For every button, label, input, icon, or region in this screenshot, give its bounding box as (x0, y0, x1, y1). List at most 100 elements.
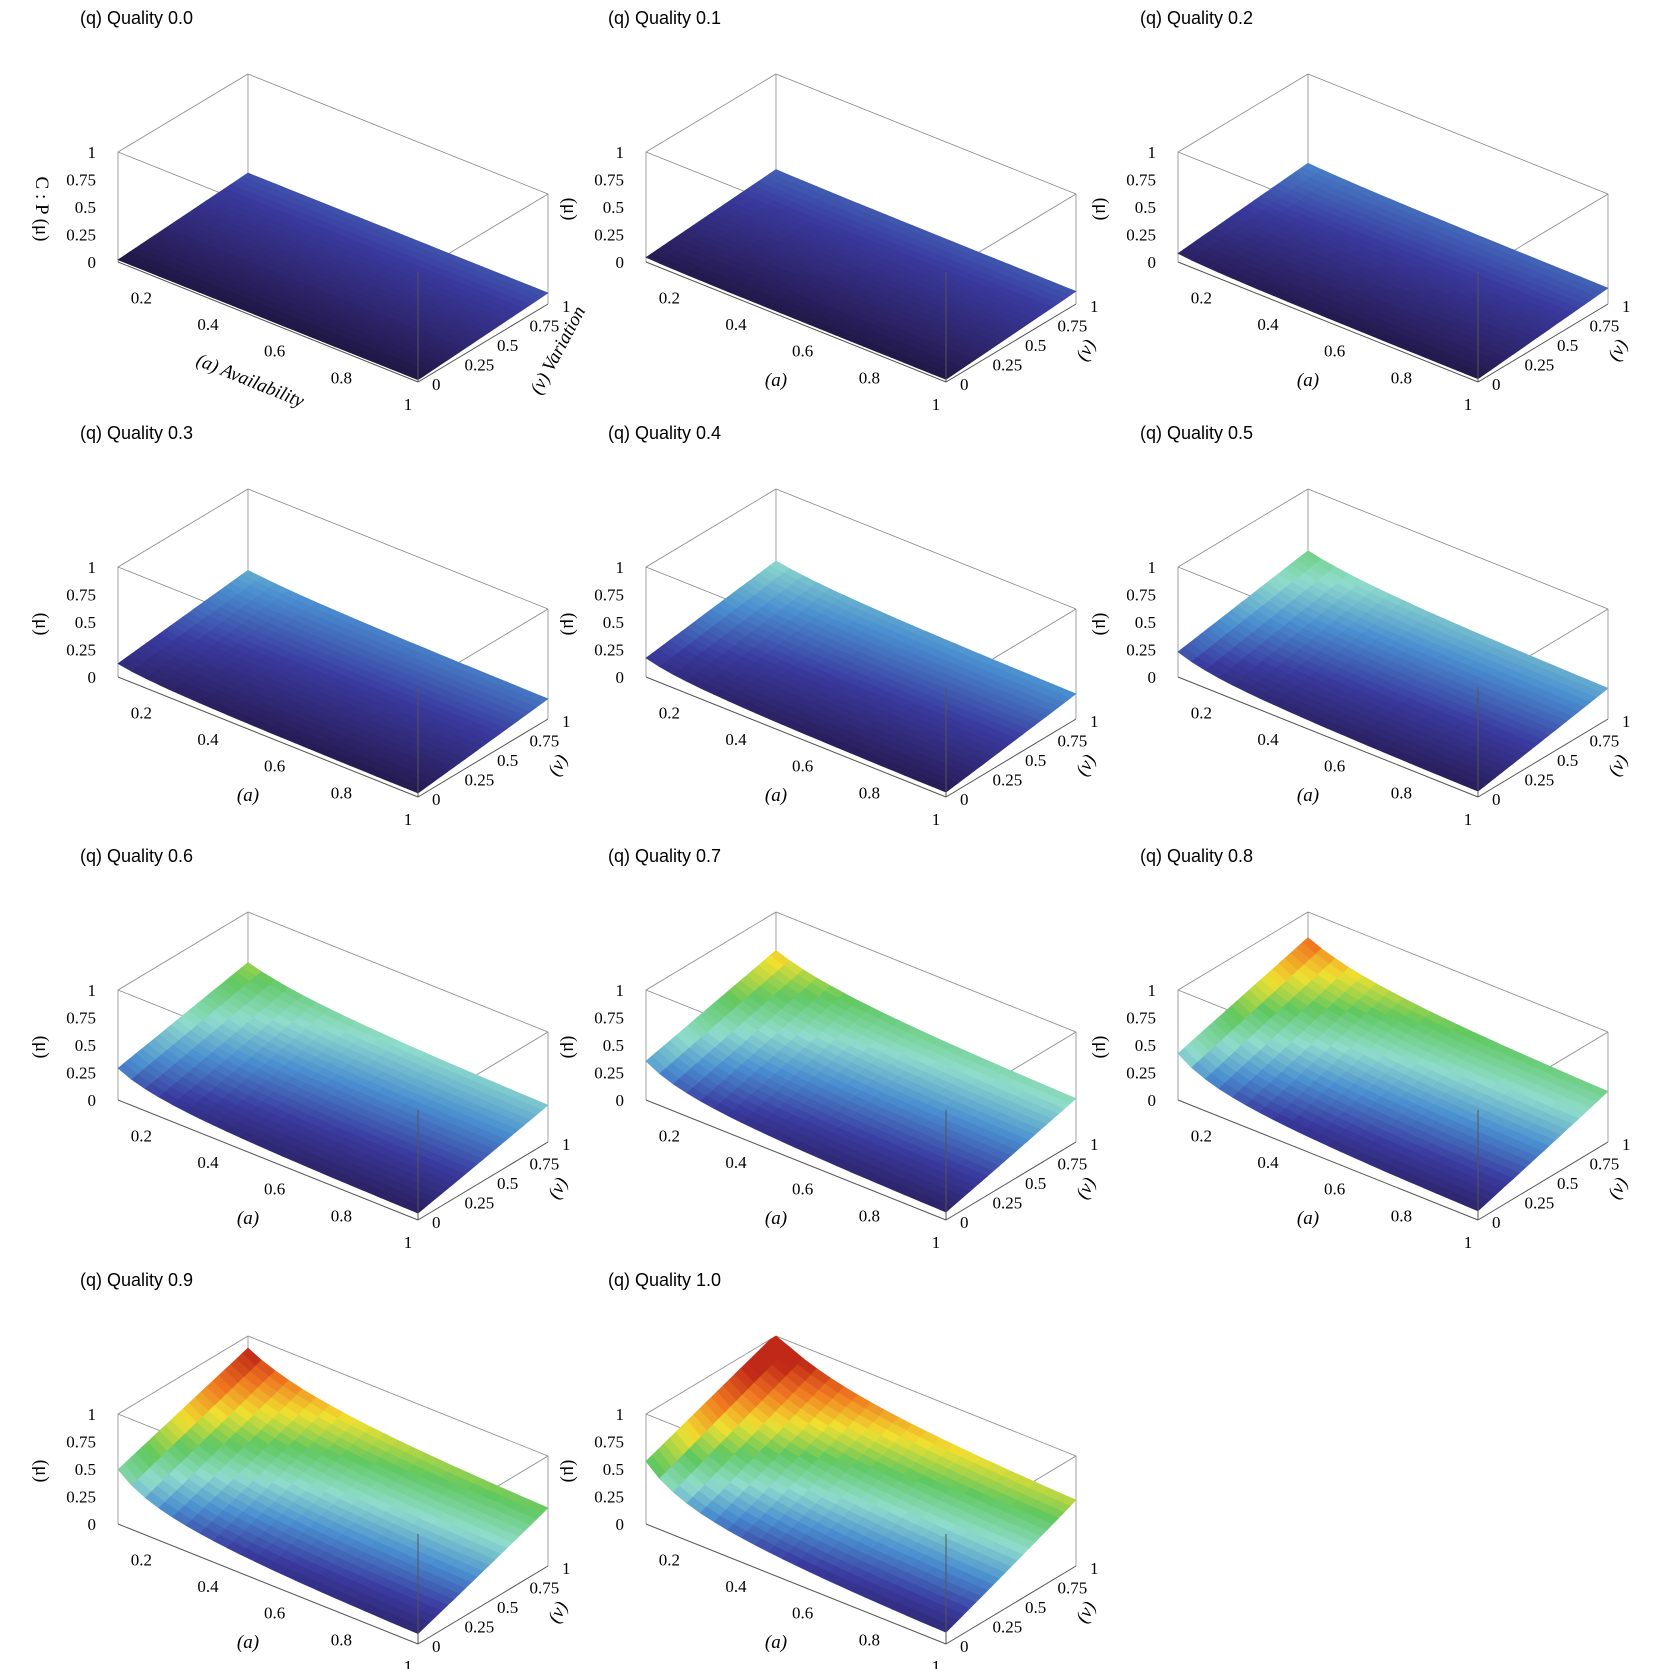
z-tick-label: 0 (616, 253, 625, 272)
z-tick-label: 0.75 (66, 586, 96, 605)
panel-title: (q) Quality 1.0 (608, 1270, 721, 1290)
surface-plot: (q) Quality 0.80.20.40.60.8100.250.50.75… (1091, 846, 1632, 1252)
z-tick-label: 0.5 (1135, 613, 1156, 632)
surface-plot: (q) Quality 0.60.20.40.60.8100.250.50.75… (31, 846, 572, 1252)
x-tick-label: 0.8 (1391, 368, 1412, 387)
bounding-box-front (645, 261, 1077, 383)
z-tick-label: 0.25 (66, 226, 96, 245)
y-tick-label: 0.75 (1058, 732, 1088, 751)
surface-plot: (q) Quality 0.70.20.40.60.8100.250.50.75… (559, 846, 1100, 1252)
y-tick-label: 0.75 (1058, 1579, 1088, 1598)
x-tick-label: 0.6 (264, 1180, 285, 1199)
x-tick-label: 1 (404, 1657, 413, 1669)
z-tick-label: 0.5 (75, 198, 96, 217)
y-tick-label: 0.25 (465, 771, 495, 790)
y-tick-label: 0.75 (1590, 317, 1620, 336)
z-tick-label: 1 (88, 558, 97, 577)
y-tick-label: 0 (432, 790, 441, 809)
y-tick-label: 1 (1090, 1559, 1099, 1578)
z-tick-label: 0.25 (66, 641, 96, 660)
x-tick-label: 0.2 (659, 1550, 680, 1569)
x-axis-label: (a) (1297, 370, 1319, 391)
x-tick-label: 0.2 (659, 288, 680, 307)
surface-panel: (q) Quality 0.7 0.2 0.4 0.6 0.8 1 0 0.25 0.5 0.75… (528, 838, 1100, 1252)
x-tick-label: 0.2 (1191, 703, 1212, 722)
y-tick-label: 0.5 (1557, 751, 1578, 770)
x-axis-label: (a) (765, 785, 787, 806)
x-tick-label: 0.2 (131, 288, 152, 307)
y-axis-label: (v) (1604, 1174, 1632, 1202)
x-tick-label: 0.6 (264, 342, 285, 361)
x-tick-label: 0.6 (264, 1604, 285, 1623)
y-tick-label: 0 (960, 1637, 969, 1656)
y-tick-label: 0.25 (1525, 1194, 1555, 1213)
y-tick-label: 0.5 (497, 751, 518, 770)
z-tick-label: 0.25 (594, 226, 624, 245)
y-tick-label: 0.25 (993, 771, 1023, 790)
surface-mesh (117, 962, 549, 1214)
x-tick-label: 0.6 (1324, 757, 1345, 776)
z-tick-label: 1 (1148, 558, 1157, 577)
z-tick-label: 0.5 (603, 1460, 624, 1479)
surface-panel: (q) Quality 0.1 0.2 0.4 0.6 0.8 1 0 0.25 0.5 0.75… (528, 0, 1100, 414)
y-tick-label: 0.5 (1025, 1174, 1046, 1193)
y-tick-label: 0.5 (1025, 336, 1046, 355)
z-tick-label: 0.25 (66, 1488, 96, 1507)
bounding-box-front (117, 1099, 549, 1221)
x-axis-label: (a) (237, 1632, 259, 1653)
x-tick-label: 0.8 (1391, 783, 1412, 802)
z-axis-label: (μ) (559, 1460, 580, 1483)
x-tick-label: 0.2 (1191, 1126, 1212, 1145)
z-axis-label: (μ) (31, 613, 52, 636)
surface-panel: (q) Quality 0.6 0.2 0.4 0.6 0.8 1 0 0.25 0.5 0.75… (0, 838, 572, 1252)
x-axis-label: (a) (765, 1208, 787, 1229)
y-tick-label: 1 (562, 1559, 571, 1578)
y-tick-label: 0.75 (530, 317, 560, 336)
x-axis-label: (a) (237, 785, 259, 806)
x-tick-label: 0.2 (1191, 288, 1212, 307)
surface-plot: (q) Quality 0.20.20.40.60.8100.250.50.75… (1091, 8, 1632, 414)
x-tick-label: 0.4 (725, 1153, 747, 1172)
x-tick-label: 0.4 (725, 1577, 747, 1596)
x-axis-label: (a) (765, 1632, 787, 1653)
y-tick-label: 0.75 (1058, 317, 1088, 336)
surface-mesh (117, 569, 549, 794)
x-axis-label: (a) (1297, 785, 1319, 806)
y-axis-label: (v) (1604, 751, 1632, 779)
x-axis-label: (a) (237, 1208, 259, 1229)
x-tick-label: 0.8 (859, 783, 880, 802)
z-tick-label: 0 (1148, 253, 1157, 272)
x-tick-label: 0.4 (197, 1153, 219, 1172)
y-tick-label: 0.25 (1525, 356, 1555, 375)
z-tick-label: 0.75 (1126, 1009, 1156, 1028)
surface-panel: (q) Quality 1.0 0.2 0.4 0.6 0.8 1 0 0.25 0.5 0.75… (528, 1262, 1100, 1669)
surface-panel: (q) Quality 0.0 0.2 0.4 0.6 0.8 1 0 0.25 0.5 0.75… (0, 0, 590, 414)
z-axis-label: (μ) (1091, 613, 1112, 636)
y-tick-label: 0.5 (497, 1174, 518, 1193)
surface-mesh (1177, 937, 1609, 1212)
z-tick-label: 0 (616, 668, 625, 687)
bounding-box-front (117, 676, 549, 798)
x-tick-label: 0.4 (725, 315, 747, 334)
surface-panel: (q) Quality 0.8 0.2 0.4 0.6 0.8 1 0 0.25 0.5 0.75… (1060, 838, 1632, 1252)
y-axis-label: (v) (1604, 336, 1632, 364)
y-tick-label: 0.75 (1590, 1155, 1620, 1174)
z-tick-label: 1 (616, 1405, 625, 1424)
x-tick-label: 0.8 (859, 1206, 880, 1225)
z-tick-label: 0.25 (594, 1064, 624, 1083)
y-tick-label: 0.25 (465, 1194, 495, 1213)
x-tick-label: 0.2 (659, 703, 680, 722)
bounding-box-front (645, 1099, 1077, 1221)
y-tick-label: 1 (1090, 297, 1099, 316)
x-tick-label: 0.6 (792, 342, 813, 361)
x-tick-label: 0.6 (264, 757, 285, 776)
z-tick-label: 0 (616, 1091, 625, 1110)
panel-title: (q) Quality 0.9 (80, 1270, 193, 1290)
panel-title: (q) Quality 0.3 (80, 423, 193, 443)
y-tick-label: 0.25 (465, 356, 495, 375)
z-tick-label: 0.75 (1126, 586, 1156, 605)
z-axis-label: (μ) (559, 198, 580, 221)
y-tick-label: 0 (1492, 375, 1501, 394)
x-axis-label: (a) (1297, 1208, 1319, 1229)
y-tick-label: 1 (1090, 712, 1099, 731)
